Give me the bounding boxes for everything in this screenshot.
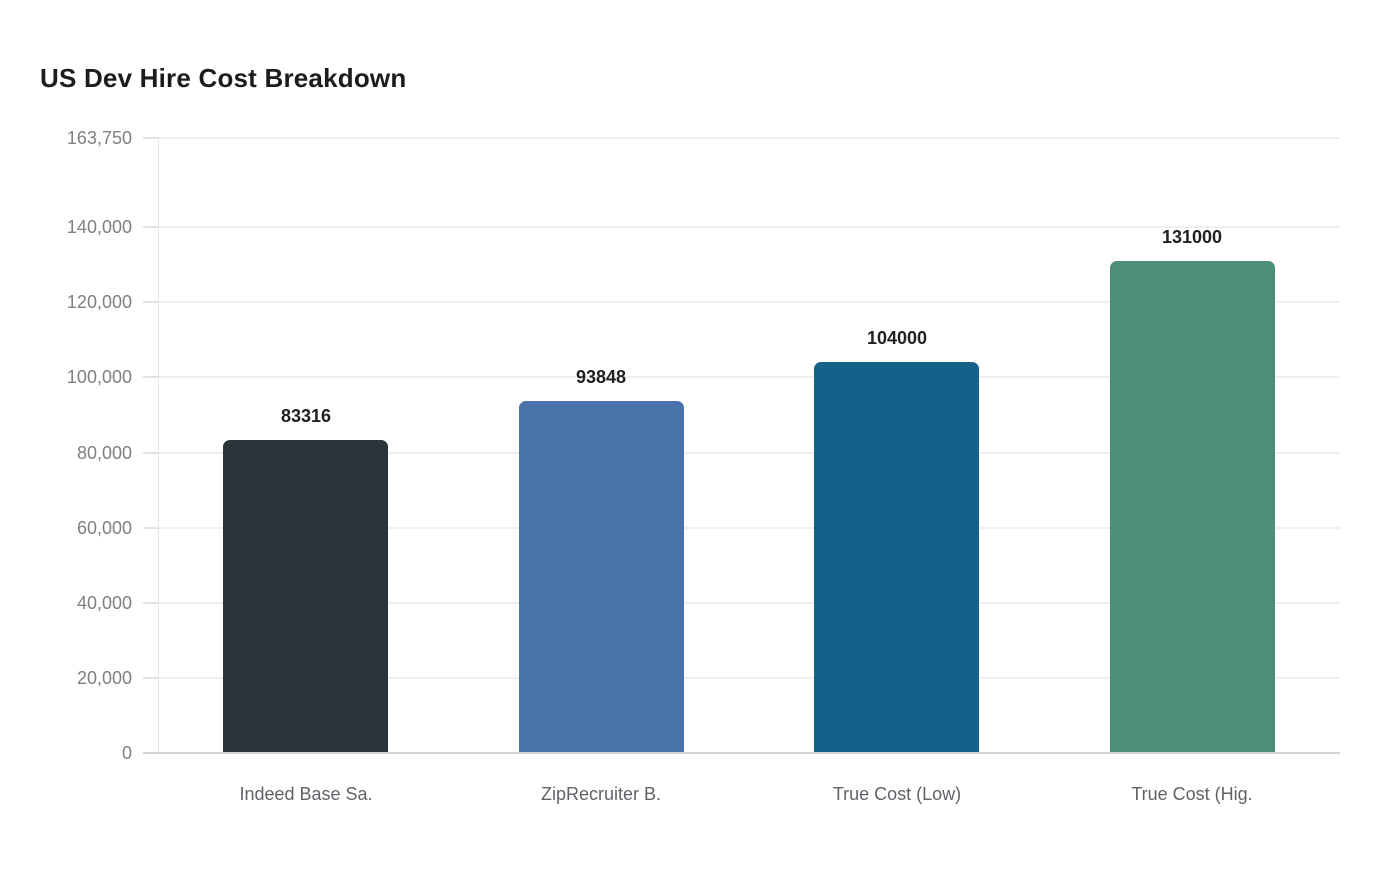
y-axis-tick: [143, 137, 158, 139]
y-axis-tick-label: 20,000: [76, 668, 132, 688]
y-axis-tick: [143, 677, 158, 679]
bar-value-label: 83316: [280, 406, 332, 426]
bar-4: [1110, 261, 1275, 752]
gridline: [158, 677, 1340, 679]
y-axis-tick-label: 0: [121, 743, 132, 763]
bar-value-label: 104000: [866, 328, 928, 348]
y-axis-tick-label: 80,000: [76, 443, 132, 463]
gridline: [158, 137, 1340, 139]
bar-1: [223, 440, 388, 752]
y-axis-tick-label: 60,000: [76, 518, 132, 538]
x-axis-category-label: ZipRecruiter B.: [540, 784, 662, 804]
gridline: [158, 376, 1340, 378]
gridline: [158, 527, 1340, 529]
y-axis-tick-label: 140,000: [66, 217, 132, 237]
y-axis-line: [158, 138, 159, 753]
x-axis-category-label: True Cost (Hig.: [1131, 784, 1253, 804]
y-axis-tick: [143, 376, 158, 378]
chart-title: US Dev Hire Cost Breakdown: [40, 63, 407, 93]
y-axis-tick-label: 120,000: [66, 292, 132, 312]
x-axis-line: [143, 752, 1340, 754]
x-axis-category-label: Indeed Base Sa.: [239, 784, 373, 804]
gridline: [158, 602, 1340, 604]
y-axis-tick: [143, 226, 158, 228]
y-axis-tick: [143, 527, 158, 529]
y-axis-tick-label: 163,750: [66, 128, 132, 148]
gridline: [158, 301, 1340, 303]
bar-3: [814, 362, 979, 752]
x-axis-category-label: True Cost (Low): [832, 784, 962, 804]
bar-value-label: 131000: [1161, 227, 1223, 247]
gridline: [158, 452, 1340, 454]
y-axis-tick: [143, 602, 158, 604]
y-axis-tick: [143, 301, 158, 303]
y-axis-tick-label: 100,000: [66, 367, 132, 387]
y-axis-tick-label: 40,000: [76, 593, 132, 613]
bar-value-label: 93848: [575, 367, 627, 387]
gridline: [158, 226, 1340, 228]
y-axis-tick: [143, 452, 158, 454]
bar-2: [519, 401, 684, 752]
